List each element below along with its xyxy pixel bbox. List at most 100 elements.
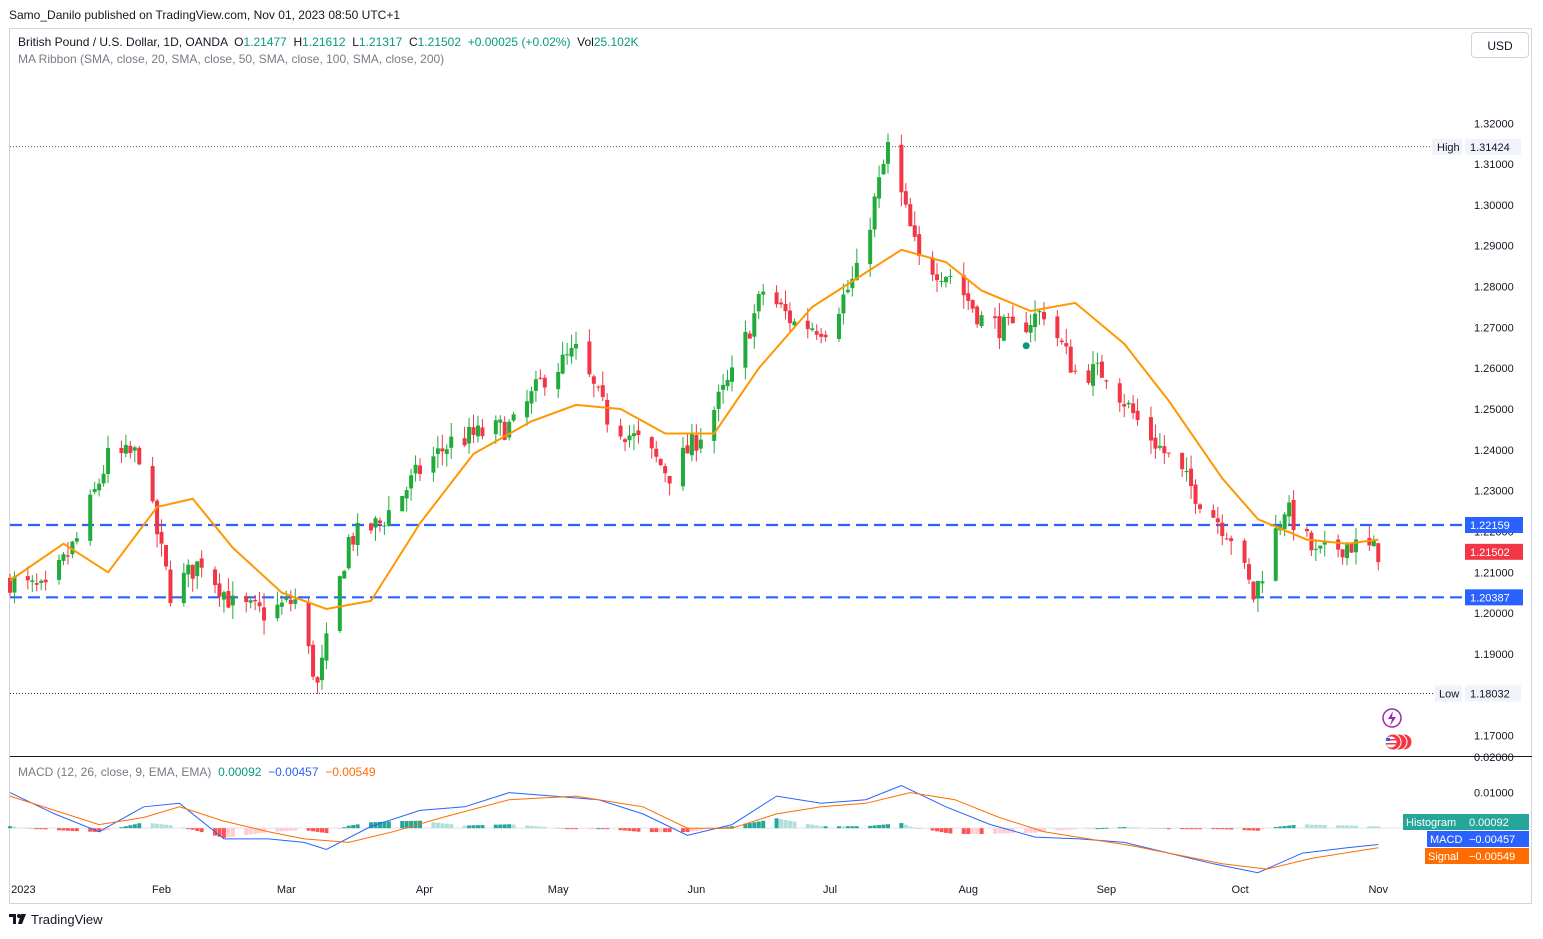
high-value-tag-bg	[1465, 138, 1521, 155]
lightning-glyph-icon	[1388, 711, 1396, 726]
macd-histogram-bar	[1041, 828, 1046, 832]
candle-body	[1371, 540, 1376, 547]
candle-body	[74, 538, 79, 542]
macd-histogram-bar	[70, 828, 75, 831]
candle-body	[1224, 538, 1229, 540]
us-flag-canton-icon	[1386, 738, 1390, 741]
macd-histogram-bar	[756, 821, 761, 829]
candle-body	[948, 275, 953, 277]
macd-histogram-bar	[355, 824, 360, 829]
candle-body	[418, 465, 423, 474]
macd-histogram-bar	[725, 826, 730, 829]
macd-histogram-bar	[1336, 825, 1341, 829]
macd-histogram-bar	[877, 825, 882, 829]
candle-body	[524, 401, 529, 418]
candle-body	[872, 196, 877, 230]
macd-histogram-bar	[542, 826, 547, 829]
macd-signal-line[interactable]	[9, 792, 1379, 870]
ma-ribbon-legend[interactable]: MA Ribbon (SMA, close, 20, SMA, close, 5…	[18, 52, 445, 66]
candle-body	[195, 561, 200, 577]
candle-body	[752, 313, 757, 337]
candle-body	[119, 447, 124, 453]
macd-histogram-bar	[1184, 828, 1189, 830]
close-label: C	[408, 35, 418, 49]
chart-frame	[9, 28, 1532, 904]
macd-histogram-bar	[649, 828, 654, 833]
candle-body	[538, 377, 543, 379]
candle-body	[88, 494, 93, 541]
candle-body	[877, 177, 882, 199]
macd-histogram-bar	[275, 828, 280, 832]
macd-histogram-bar	[970, 828, 975, 835]
candle-body	[1349, 543, 1354, 553]
candle-body	[168, 569, 173, 604]
macd-histogram-bar	[1028, 828, 1033, 833]
candle-body	[623, 439, 628, 443]
event-marker-dot[interactable]	[1022, 342, 1030, 350]
macd-histogram-bar	[386, 821, 391, 829]
candle-body	[1059, 340, 1064, 343]
macd-histogram-bar	[221, 828, 226, 838]
symbol-title[interactable]: British Pound / U.S. Dollar, 1D, OANDA	[18, 35, 228, 49]
macd-histogram-bar	[150, 823, 155, 829]
macd-histogram-bar	[137, 823, 142, 829]
macd-histogram-bar	[1033, 828, 1038, 833]
candle-body	[1353, 539, 1358, 553]
macd-histogram-bar	[319, 828, 324, 833]
macd-histogram-bar	[382, 821, 387, 829]
candle-body	[1193, 484, 1198, 504]
currency-button[interactable]: USD	[1471, 32, 1529, 58]
candle-body	[181, 572, 186, 604]
candle-body	[881, 163, 886, 175]
macd-histogram-bar	[1157, 827, 1162, 829]
ma20-line[interactable]	[9, 248, 1379, 611]
macd-signal-tag-value-bg	[1465, 848, 1529, 864]
candle-body	[449, 436, 454, 448]
candle-body	[1037, 311, 1042, 313]
candle-body	[248, 600, 253, 603]
candle-body	[1322, 541, 1327, 545]
macd-histogram-bar	[850, 826, 855, 829]
macd-histogram-bar	[908, 826, 913, 829]
candle-body	[1180, 452, 1185, 470]
symbol-legend: British Pound / U.S. Dollar, 1D, OANDA O…	[18, 35, 639, 49]
macd-histogram-bar	[1251, 828, 1256, 831]
macd-histogram-bar	[1322, 824, 1327, 829]
macd-histogram-bar	[1055, 828, 1060, 831]
macd-histogram-bar	[8, 826, 12, 829]
candle-body	[155, 500, 160, 535]
macd-histogram-tag-value-bg	[1465, 814, 1529, 830]
macd-legend[interactable]: MACD (12, 26, close, 9, EMA, EMA) 0.0009…	[18, 765, 376, 779]
macd-histogram-bar	[569, 828, 574, 830]
candle-body	[997, 316, 1002, 339]
macd-histogram-bar	[1117, 827, 1122, 829]
macd-histogram-bar	[698, 828, 703, 831]
macd-histogram-bar	[689, 828, 694, 832]
level-value-tag: 1.20387	[1470, 592, 1510, 604]
candle-body	[409, 475, 414, 489]
macd-histogram-bar	[836, 826, 841, 829]
candle-body	[903, 191, 908, 205]
candle-body	[186, 564, 191, 575]
candle-body	[1148, 417, 1153, 441]
macd-histogram-bar	[886, 824, 891, 829]
macd-histogram-bar	[663, 828, 668, 833]
candle-body	[275, 604, 280, 619]
candle-body	[444, 449, 449, 454]
candle-body	[1131, 403, 1136, 414]
macd-histogram-bar	[774, 818, 779, 829]
price-axis-tick-label: 1.31000	[1474, 159, 1514, 171]
candle-body	[355, 522, 360, 546]
candle-body	[373, 518, 378, 528]
price-axis-tick-label: 1.28000	[1474, 282, 1514, 294]
macd-histogram-bar	[1376, 826, 1381, 829]
macd-histogram-bar	[1095, 828, 1100, 830]
macd-histogram-bar	[743, 823, 748, 829]
macd-histogram-bar	[1189, 828, 1194, 830]
macd-histogram-bar	[814, 825, 819, 829]
macd-line[interactable]	[9, 784, 1379, 874]
candle-body	[128, 445, 133, 453]
macd-histogram-bar	[1282, 826, 1287, 829]
candle-body	[1304, 528, 1309, 532]
